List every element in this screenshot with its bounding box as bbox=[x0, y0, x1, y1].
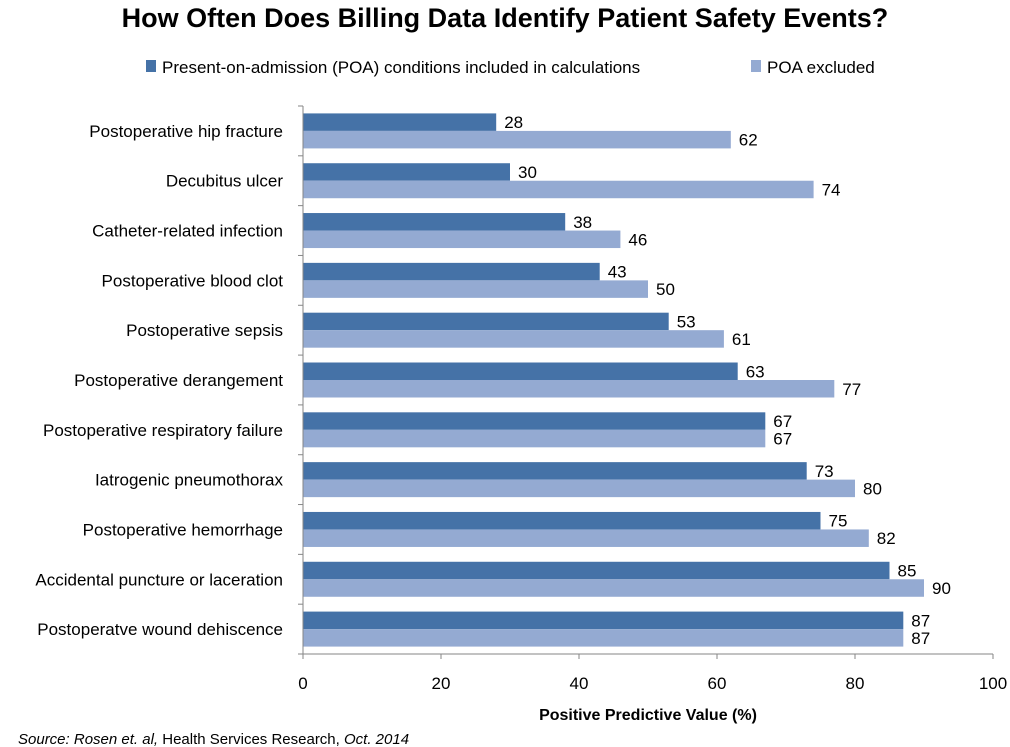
value-label: 85 bbox=[898, 562, 917, 581]
source-prefix: Source: Rosen et. al, bbox=[18, 731, 158, 747]
legend-swatch-poa-included bbox=[146, 60, 156, 72]
category-label: Postoperative hemorrhage bbox=[83, 520, 283, 539]
value-label: 73 bbox=[815, 462, 834, 481]
value-label: 67 bbox=[773, 412, 792, 431]
value-label: 30 bbox=[518, 163, 537, 182]
x-tick-label: 60 bbox=[708, 674, 727, 693]
bar-poa-excluded bbox=[303, 429, 766, 448]
source-journal: Health Services Research, bbox=[158, 731, 340, 747]
category-label: Decubitus ulcer bbox=[166, 172, 284, 191]
value-label: 67 bbox=[773, 430, 792, 449]
category-label: Postoperatve wound dehiscence bbox=[37, 620, 283, 639]
chart-title: How Often Does Billing Data Identify Pat… bbox=[122, 3, 889, 33]
category-label: Postoperative respiratory failure bbox=[43, 421, 283, 440]
bar-poa-excluded bbox=[303, 380, 835, 398]
bar-poa-included bbox=[303, 262, 600, 281]
bar-poa-excluded bbox=[303, 230, 621, 249]
value-label: 28 bbox=[504, 113, 523, 132]
x-tick-label: 100 bbox=[979, 674, 1007, 693]
bar-poa-excluded bbox=[303, 330, 724, 348]
value-label: 87 bbox=[911, 629, 930, 648]
category-label: Postoperative blood clot bbox=[102, 271, 284, 290]
legend-label-poa-included: Present-on-admission (POA) conditions in… bbox=[162, 58, 640, 77]
bar-poa-included bbox=[303, 213, 566, 231]
x-axis-title: Positive Predictive Value (%) bbox=[539, 707, 757, 724]
value-label: 82 bbox=[877, 529, 896, 548]
bar-poa-excluded bbox=[303, 280, 648, 298]
value-label: 43 bbox=[608, 263, 627, 282]
value-label: 87 bbox=[911, 611, 930, 630]
legend-label-poa-excluded: POA excluded bbox=[767, 58, 875, 77]
legend-swatch-poa-excluded bbox=[751, 60, 761, 72]
value-label: 80 bbox=[863, 479, 882, 498]
category-label: Postoperative hip fracture bbox=[89, 122, 283, 141]
category-label: Postoperative sepsis bbox=[126, 321, 283, 340]
bar-poa-included bbox=[303, 561, 890, 580]
bar-poa-included bbox=[303, 611, 904, 630]
value-label: 63 bbox=[746, 362, 765, 381]
bar-poa-excluded bbox=[303, 479, 855, 498]
plot-area: 28 62 Postoperative hip fracture 30 74 Decubi… bbox=[35, 105, 1007, 693]
value-label: 50 bbox=[656, 280, 675, 299]
category-label: Catheter-related infection bbox=[92, 222, 283, 241]
category-label: Accidental puncture or laceration bbox=[35, 570, 283, 589]
value-label: 61 bbox=[732, 330, 751, 349]
value-label: 77 bbox=[842, 380, 861, 399]
bar-poa-excluded bbox=[303, 529, 869, 547]
bar-poa-included bbox=[303, 412, 766, 430]
value-label: 75 bbox=[829, 512, 848, 531]
bar-poa-included bbox=[303, 163, 510, 181]
bar-poa-excluded bbox=[303, 579, 924, 597]
legend: Present-on-admission (POA) conditions in… bbox=[146, 58, 875, 77]
category-label: Iatrogenic pneumothorax bbox=[95, 471, 284, 490]
value-label: 38 bbox=[573, 213, 592, 232]
bar-poa-excluded bbox=[303, 629, 904, 647]
value-label: 90 bbox=[932, 579, 951, 598]
value-label: 74 bbox=[822, 180, 841, 199]
bar-poa-included bbox=[303, 113, 497, 131]
x-tick-label: 80 bbox=[846, 674, 865, 693]
value-label: 62 bbox=[739, 131, 758, 150]
source-date: Oct. 2014 bbox=[340, 731, 409, 747]
x-tick-label: 40 bbox=[570, 674, 589, 693]
bar-poa-included bbox=[303, 362, 738, 380]
source-note: Source: Rosen et. al, Health Services Re… bbox=[18, 731, 409, 747]
bar-poa-included bbox=[303, 312, 669, 331]
bar-poa-excluded bbox=[303, 180, 814, 199]
bar-poa-excluded bbox=[303, 130, 731, 149]
x-tick-label: 0 bbox=[298, 674, 307, 693]
x-tick-label: 20 bbox=[432, 674, 451, 693]
value-label: 53 bbox=[677, 312, 696, 331]
bar-poa-included bbox=[303, 462, 807, 480]
bar-poa-included bbox=[303, 511, 821, 530]
category-label: Postoperative derangement bbox=[74, 371, 283, 390]
value-label: 46 bbox=[628, 230, 647, 249]
